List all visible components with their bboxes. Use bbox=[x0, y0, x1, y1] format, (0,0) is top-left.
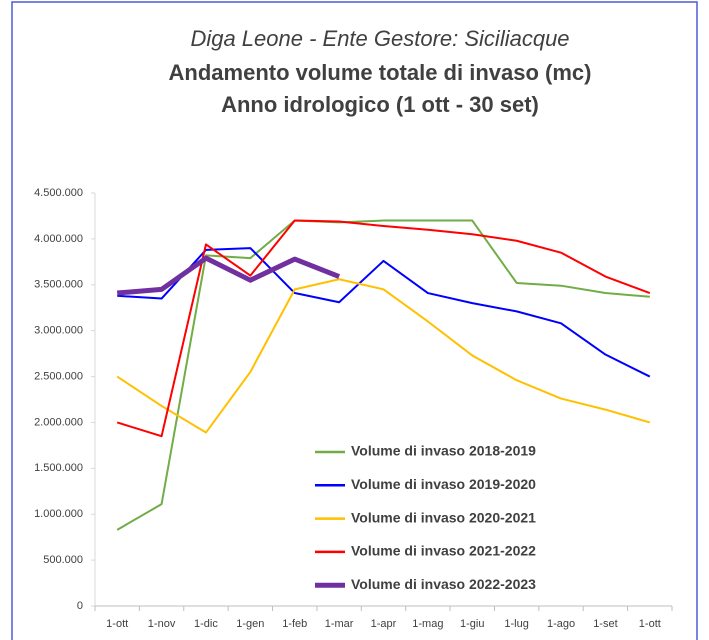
chart-subtitle: Andamento volume totale di invaso (mc) bbox=[169, 60, 592, 85]
x-tick-label: 1-ott bbox=[639, 618, 661, 630]
y-tick-label: 500.000 bbox=[43, 554, 83, 566]
legend-label: Volume di invaso 2021-2022 bbox=[351, 543, 536, 559]
series-line bbox=[116, 219, 650, 531]
y-tick-label: 1.500.000 bbox=[34, 462, 83, 474]
y-tick-label: 2.500.000 bbox=[34, 370, 83, 382]
y-tick-label: 3.500.000 bbox=[34, 279, 83, 291]
x-tick-label: 1-giu bbox=[460, 618, 484, 630]
x-tick-label: 1-lug bbox=[504, 618, 528, 630]
x-tick-label: 1-ott bbox=[106, 618, 128, 630]
y-tick-label: 3.000.000 bbox=[34, 325, 83, 337]
x-tick-label: 1-set bbox=[593, 618, 617, 630]
chart-subtitle: Anno idrologico (1 ott - 30 set) bbox=[221, 92, 539, 117]
legend-label: Volume di invaso 2022-2023 bbox=[351, 576, 536, 592]
x-tick-label: 1-gen bbox=[236, 618, 264, 630]
x-tick-label: 1-mag bbox=[412, 618, 443, 630]
x-tick-label: 1-dic bbox=[194, 618, 218, 630]
x-tick-label: 1-apr bbox=[371, 618, 397, 630]
series-line bbox=[116, 278, 651, 434]
x-tick-label: 1-ago bbox=[547, 618, 575, 630]
y-tick-label: 2.000.000 bbox=[34, 416, 83, 428]
y-tick-label: 4.500.000 bbox=[34, 187, 83, 199]
legend-label: Volume di invaso 2020-2021 bbox=[351, 509, 536, 525]
legend-label: Volume di invaso 2019-2020 bbox=[351, 476, 536, 492]
y-tick-label: 4.000.000 bbox=[34, 233, 83, 245]
x-tick-label: 1-feb bbox=[282, 618, 307, 630]
series-line bbox=[116, 219, 651, 438]
series-line bbox=[116, 255, 341, 296]
y-tick-label: 1.000.000 bbox=[34, 508, 83, 520]
x-tick-label: 1-nov bbox=[148, 618, 176, 630]
chart-title: Diga Leone - Ente Gestore: Siciliacque bbox=[190, 26, 569, 51]
legend-label: Volume di invaso 2018-2019 bbox=[351, 443, 536, 459]
y-tick-label: 0 bbox=[77, 600, 83, 612]
x-tick-label: 1-mar bbox=[325, 618, 354, 630]
chart-frame bbox=[11, 1, 698, 640]
series-line bbox=[117, 247, 651, 378]
